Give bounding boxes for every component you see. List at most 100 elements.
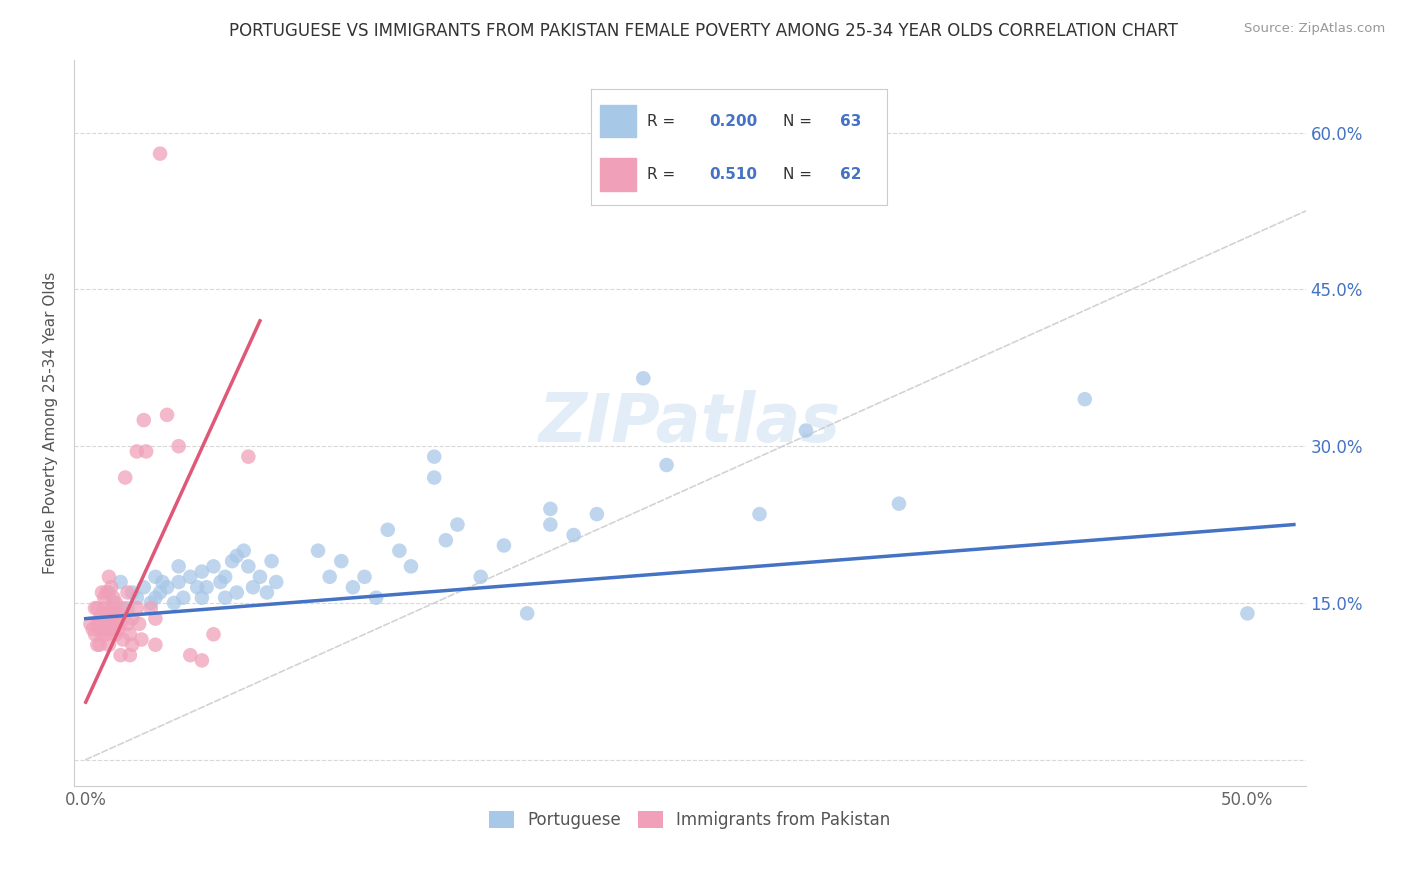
Point bbox=[93, 622, 115, 636]
Point bbox=[89, 622, 111, 636]
Point bbox=[132, 413, 155, 427]
Point bbox=[125, 601, 148, 615]
Point bbox=[103, 596, 125, 610]
Point bbox=[225, 549, 247, 563]
Point bbox=[145, 570, 167, 584]
Point bbox=[167, 559, 190, 574]
Point bbox=[89, 612, 111, 626]
Point bbox=[492, 539, 515, 553]
Point bbox=[100, 601, 122, 615]
Point bbox=[91, 585, 114, 599]
Point bbox=[107, 622, 129, 636]
Point bbox=[111, 632, 134, 647]
Point bbox=[179, 570, 201, 584]
Point bbox=[97, 638, 120, 652]
Point bbox=[96, 612, 118, 626]
Point bbox=[163, 596, 186, 610]
Point bbox=[225, 585, 247, 599]
Text: PORTUGUESE VS IMMIGRANTS FROM PAKISTAN FEMALE POVERTY AMONG 25-34 YEAR OLDS CORR: PORTUGUESE VS IMMIGRANTS FROM PAKISTAN F… bbox=[229, 22, 1177, 40]
Point bbox=[84, 601, 107, 615]
Point bbox=[242, 580, 264, 594]
Point bbox=[434, 533, 457, 548]
Point bbox=[887, 497, 910, 511]
Point bbox=[145, 591, 167, 605]
Point bbox=[117, 585, 139, 599]
Point bbox=[104, 596, 127, 610]
Point bbox=[125, 591, 148, 605]
Point bbox=[132, 580, 155, 594]
Point bbox=[191, 653, 214, 667]
Point bbox=[121, 638, 143, 652]
Point bbox=[103, 591, 125, 605]
Point bbox=[318, 570, 340, 584]
Point bbox=[538, 502, 561, 516]
Point bbox=[91, 616, 114, 631]
Point bbox=[149, 585, 172, 599]
Point bbox=[423, 450, 446, 464]
Point bbox=[353, 570, 375, 584]
Point bbox=[172, 591, 194, 605]
Point bbox=[562, 528, 585, 542]
Point bbox=[96, 585, 118, 599]
Point bbox=[516, 607, 538, 621]
Point bbox=[100, 616, 122, 631]
Point bbox=[399, 559, 422, 574]
Point bbox=[249, 570, 271, 584]
Point bbox=[179, 648, 201, 663]
Point bbox=[125, 444, 148, 458]
Point bbox=[139, 596, 162, 610]
Point bbox=[655, 458, 678, 472]
Point bbox=[214, 591, 236, 605]
Point bbox=[110, 648, 132, 663]
Point bbox=[366, 591, 388, 605]
Point bbox=[104, 627, 127, 641]
Point bbox=[118, 648, 141, 663]
Point bbox=[256, 585, 278, 599]
Point bbox=[232, 543, 254, 558]
Point bbox=[145, 638, 167, 652]
Point bbox=[145, 612, 167, 626]
Point bbox=[214, 570, 236, 584]
Point bbox=[423, 470, 446, 484]
Point bbox=[135, 444, 157, 458]
Point bbox=[330, 554, 353, 568]
Point bbox=[156, 580, 179, 594]
Point bbox=[110, 616, 132, 631]
Point bbox=[82, 622, 104, 636]
Point bbox=[260, 554, 283, 568]
Point bbox=[128, 616, 150, 631]
Point bbox=[91, 607, 114, 621]
Point bbox=[377, 523, 399, 537]
Point bbox=[238, 559, 260, 574]
Point bbox=[118, 627, 141, 641]
Point bbox=[104, 612, 127, 626]
Point bbox=[202, 559, 225, 574]
Point bbox=[264, 575, 287, 590]
Text: ZIPatlas: ZIPatlas bbox=[538, 390, 841, 456]
Point bbox=[167, 575, 190, 590]
Point bbox=[86, 638, 108, 652]
Point bbox=[84, 627, 107, 641]
Point bbox=[86, 616, 108, 631]
Point bbox=[748, 507, 770, 521]
Point bbox=[794, 424, 817, 438]
Point bbox=[107, 607, 129, 621]
Point bbox=[86, 601, 108, 615]
Point bbox=[97, 622, 120, 636]
Point bbox=[121, 612, 143, 626]
Point bbox=[103, 622, 125, 636]
Point bbox=[586, 507, 609, 521]
Point bbox=[195, 580, 218, 594]
Point bbox=[221, 554, 243, 568]
Legend: Portuguese, Immigrants from Pakistan: Portuguese, Immigrants from Pakistan bbox=[482, 804, 897, 836]
Point bbox=[633, 371, 655, 385]
Point bbox=[186, 580, 208, 594]
Point bbox=[93, 591, 115, 605]
Point bbox=[139, 601, 162, 615]
Point bbox=[238, 450, 260, 464]
Point bbox=[100, 580, 122, 594]
Point bbox=[156, 408, 179, 422]
Point bbox=[121, 585, 143, 599]
Point bbox=[167, 439, 190, 453]
Point bbox=[1074, 392, 1097, 407]
